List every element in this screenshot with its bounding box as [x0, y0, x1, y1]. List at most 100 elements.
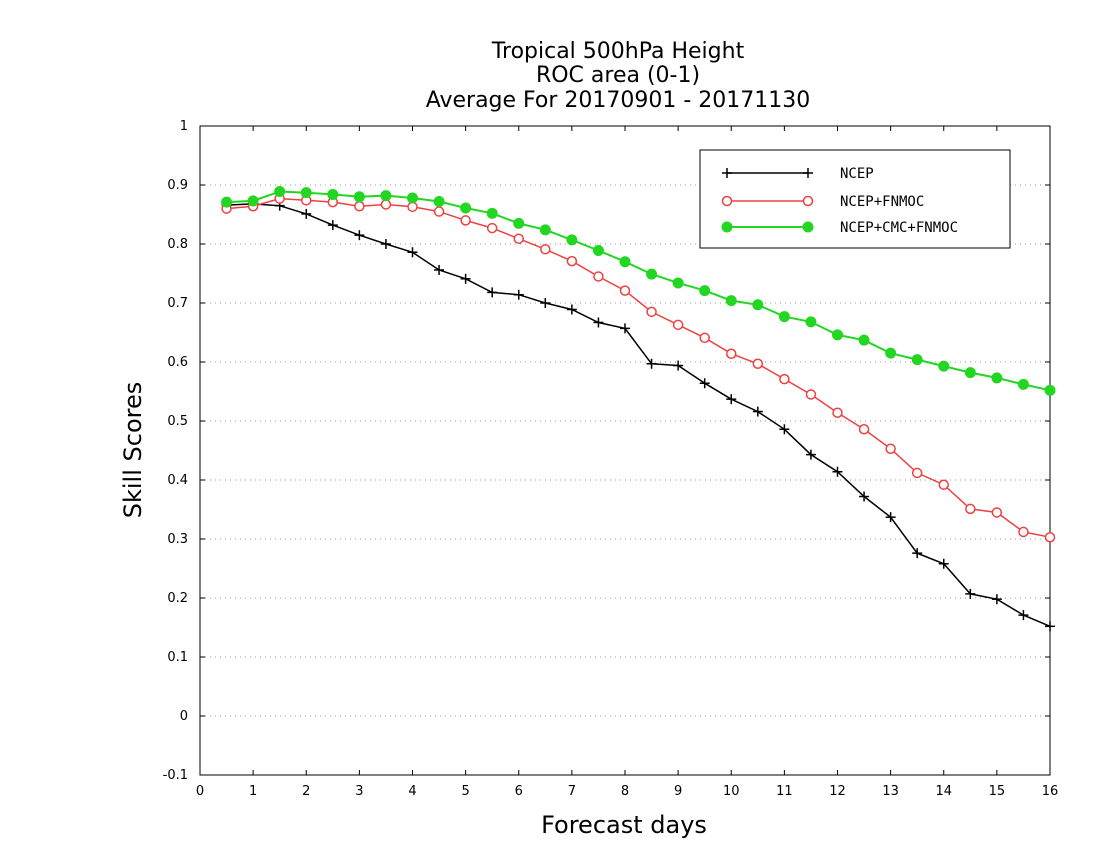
series-2-point	[779, 373, 790, 385]
x-tick-label: 11	[776, 784, 793, 799]
y-tick-label: 0.2	[167, 591, 188, 606]
series-1-point	[1018, 610, 1029, 621]
series-2-point	[407, 201, 418, 213]
x-tick-label: 15	[989, 784, 1006, 799]
series-1-point	[646, 358, 657, 369]
y-tick-label: 0.4	[167, 473, 188, 488]
legend-box	[699, 149, 1011, 249]
series-2-point	[832, 407, 843, 418]
series-group	[221, 185, 1056, 632]
series-2-point	[911, 467, 923, 479]
y-tick-label: 0.1	[167, 650, 188, 665]
grid-lines	[200, 184, 1050, 717]
series-1-point	[593, 317, 604, 328]
legend-entry-1: NCEP	[722, 166, 874, 182]
series-3-point	[672, 277, 684, 289]
series-1-point	[699, 378, 710, 389]
series-3-point	[1044, 384, 1056, 396]
y-tick-label: 0.5	[167, 414, 188, 429]
x-tick-label: 0	[196, 784, 204, 799]
series-2-point	[380, 199, 392, 210]
series-2-point	[858, 424, 870, 435]
series-2-point	[1044, 531, 1056, 543]
series-3-point	[619, 256, 631, 268]
y-tick-label: 0.8	[167, 237, 188, 252]
legend-entry-3-marker-start	[721, 221, 733, 233]
series-3-point	[858, 334, 870, 346]
series-1-point	[380, 239, 391, 249]
y-tick-label: 1	[180, 119, 188, 134]
series-1-point	[513, 289, 524, 300]
series-1-line	[226, 203, 1051, 627]
series-2-point	[752, 358, 764, 370]
series-3-point	[247, 195, 259, 207]
x-tick-label: 10	[723, 784, 740, 799]
x-tick-label: 3	[355, 784, 363, 799]
series-2-line	[226, 197, 1051, 538]
series-3-point	[539, 224, 551, 236]
legend-entry-1-marker-end	[803, 168, 813, 178]
series-3-point	[460, 202, 472, 214]
x-tick-label: 7	[568, 784, 576, 799]
series-3-point	[513, 217, 525, 229]
series-2-point	[699, 332, 710, 344]
x-tick-label: 9	[674, 784, 682, 799]
legend-entry-3: NCEP+CMC+FNMOC	[721, 220, 958, 236]
legend-entry-2-marker-end	[802, 195, 814, 207]
x-tick-label: 1	[249, 784, 257, 799]
series-3-point	[805, 316, 817, 328]
series-1-point	[434, 264, 445, 275]
series-3-group	[221, 185, 1056, 396]
series-2-point	[354, 200, 365, 212]
series-2-point	[619, 285, 631, 296]
y-axis-label: Skill Scores	[119, 382, 147, 519]
chart-title-line-2: ROC area (0-1)	[536, 63, 700, 88]
series-2-point	[965, 503, 976, 515]
series-2-point	[486, 222, 498, 234]
series-2-point	[672, 319, 684, 331]
x-tick-label: 6	[515, 784, 523, 799]
series-3-point	[486, 207, 498, 219]
series-3-point	[964, 367, 976, 379]
x-axis-ticks: 0 1 2 3 4 5 6 7 8 9 10 11 12 13 14 15 16	[196, 126, 1058, 799]
x-tick-label: 5	[461, 784, 469, 799]
series-3-point	[353, 191, 365, 203]
series-1-point	[673, 360, 684, 371]
series-3-point	[885, 347, 897, 359]
x-axis-label: Forecast days	[541, 811, 707, 839]
series-1-point	[460, 273, 471, 284]
series-3-point	[911, 354, 923, 366]
x-tick-label: 14	[935, 784, 952, 799]
series-2-point	[885, 443, 896, 454]
series-2-point	[566, 255, 578, 267]
series-1-point	[965, 588, 976, 599]
y-tick-label: 0.6	[167, 355, 188, 370]
legend-entry-3-label: NCEP+CMC+FNMOC	[840, 220, 958, 236]
series-3-point	[832, 329, 843, 341]
series-1-point	[805, 449, 816, 460]
x-tick-label: 13	[882, 784, 899, 799]
series-2-point	[991, 507, 1003, 518]
chart-title: Tropical 500hPa Height ROC area (0-1) Av…	[426, 39, 811, 113]
series-3-point	[300, 187, 312, 199]
series-1-point	[407, 247, 418, 258]
series-1-point	[327, 220, 338, 231]
series-2-point	[593, 271, 604, 282]
series-3-point	[778, 311, 790, 323]
legend-entry-3-marker-end	[802, 221, 814, 233]
series-3-point	[407, 192, 418, 204]
series-1-point	[620, 323, 630, 334]
series-1-point	[566, 304, 577, 315]
series-2-point	[646, 306, 657, 318]
legend: NCEP NCEP+FNMOC NCEP+CMC+FNMOC	[699, 149, 1011, 249]
chart-title-line-1: Tropical 500hPa Height	[491, 39, 745, 64]
legend-entry-2-label: NCEP+FNMOC	[840, 194, 924, 210]
legend-entry-2: NCEP+FNMOC	[721, 194, 924, 210]
x-tick-label: 12	[829, 784, 846, 799]
series-1-point	[752, 406, 763, 417]
y-tick-label: 0	[180, 709, 188, 724]
x-tick-label: 2	[302, 784, 310, 799]
series-1-point	[354, 230, 365, 241]
x-tick-label: 8	[621, 784, 629, 799]
